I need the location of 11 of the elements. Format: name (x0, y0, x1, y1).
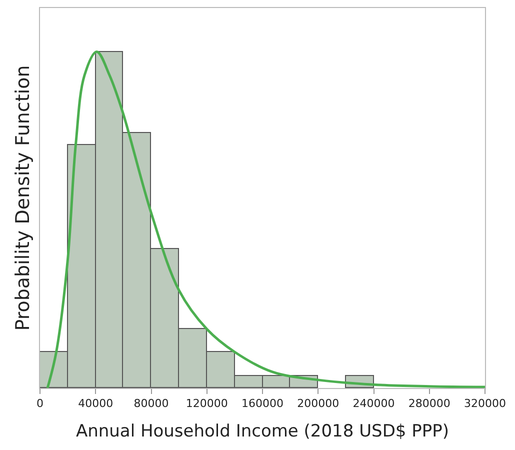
x-tick-label: 80000 (134, 397, 169, 410)
x-tick-label: 280000 (408, 397, 450, 410)
y-axis-title: Probability Density Function (12, 65, 34, 331)
x-tick-label: 200000 (297, 397, 340, 410)
x-tick-label: 320000 (464, 397, 506, 410)
x-tick-label: 240000 (352, 397, 395, 410)
x-axis-title: Annual Household Income (2018 USD$ PPP) (76, 422, 450, 442)
x-tick-label: 160000 (242, 397, 284, 410)
x-tick-label: 40000 (78, 397, 114, 410)
x-tick-label: 0 (36, 397, 44, 410)
x-tick-label: 120000 (186, 397, 228, 410)
